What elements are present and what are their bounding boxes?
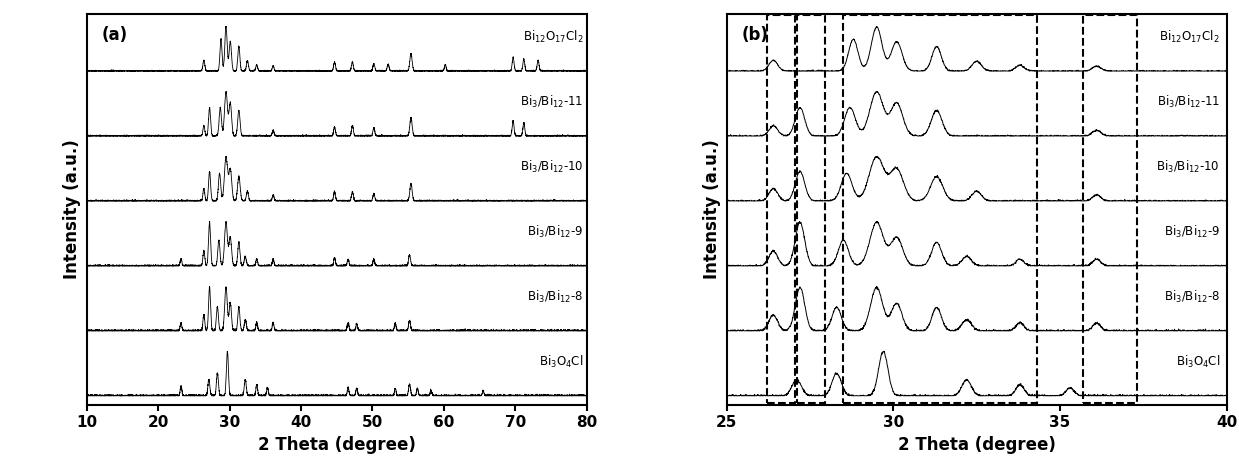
Bar	[797, 16, 825, 403]
Y-axis label: Intensity (a.u.): Intensity (a.u.)	[703, 140, 721, 279]
Bar	[767, 16, 795, 403]
Text: (a): (a)	[102, 26, 128, 44]
Bar	[1083, 16, 1136, 403]
Text: Bi$_3$/Bi$_{12}$-11: Bi$_3$/Bi$_{12}$-11	[520, 94, 584, 110]
Y-axis label: Intensity (a.u.): Intensity (a.u.)	[63, 140, 82, 279]
Text: Bi$_3$/Bi$_{12}$-10: Bi$_3$/Bi$_{12}$-10	[519, 159, 584, 175]
Text: Bi$_3$/Bi$_{12}$-11: Bi$_3$/Bi$_{12}$-11	[1156, 94, 1220, 110]
Text: Bi$_3$/Bi$_{12}$-8: Bi$_3$/Bi$_{12}$-8	[1163, 289, 1220, 305]
Bar	[844, 16, 1037, 403]
X-axis label: 2 Theta (degree): 2 Theta (degree)	[258, 436, 415, 454]
Text: Bi$_3$/Bi$_{12}$-9: Bi$_3$/Bi$_{12}$-9	[527, 224, 584, 240]
Text: Bi$_3$O$_4$Cl: Bi$_3$O$_4$Cl	[1176, 354, 1220, 370]
Text: Bi$_3$/Bi$_{12}$-9: Bi$_3$/Bi$_{12}$-9	[1163, 224, 1220, 240]
Text: Bi$_{12}$O$_{17}$Cl$_2$: Bi$_{12}$O$_{17}$Cl$_2$	[523, 29, 584, 45]
Text: (b): (b)	[742, 26, 768, 44]
X-axis label: 2 Theta (degree): 2 Theta (degree)	[898, 436, 1056, 454]
Text: Bi$_3$O$_4$Cl: Bi$_3$O$_4$Cl	[539, 354, 584, 370]
Text: Bi$_{12}$O$_{17}$Cl$_2$: Bi$_{12}$O$_{17}$Cl$_2$	[1160, 29, 1220, 45]
Text: Bi$_3$/Bi$_{12}$-10: Bi$_3$/Bi$_{12}$-10	[1156, 159, 1220, 175]
Text: Bi$_3$/Bi$_{12}$-8: Bi$_3$/Bi$_{12}$-8	[527, 289, 584, 305]
